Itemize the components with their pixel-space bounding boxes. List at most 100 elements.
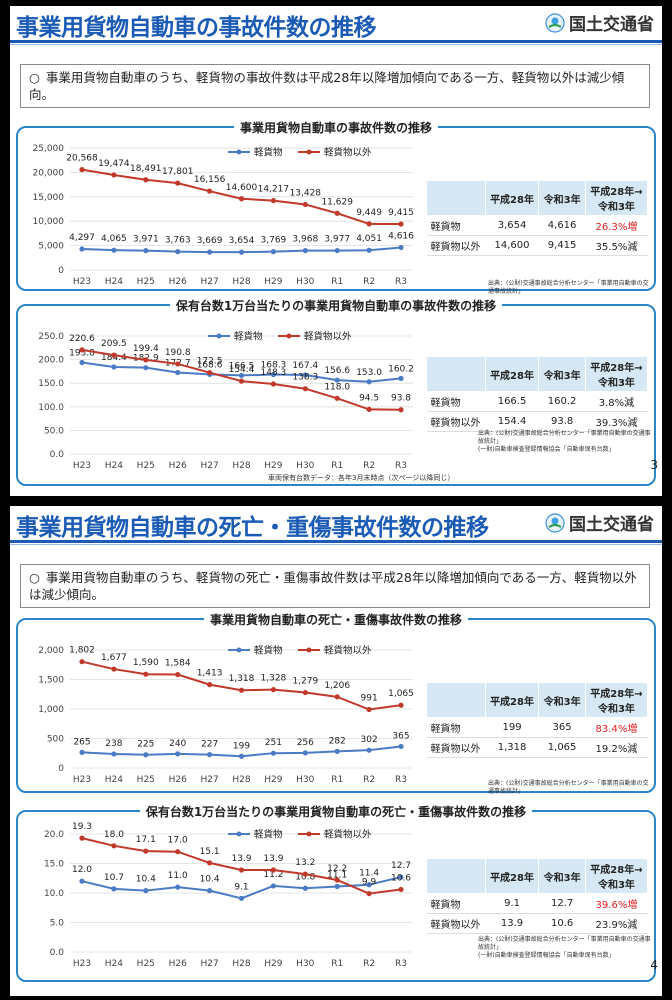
y-tick-label: 0 (58, 266, 64, 276)
data-label: 18,491 (130, 164, 162, 174)
data-point (111, 364, 117, 370)
x-tick-label: R3 (395, 277, 407, 287)
y-tick-label: 15,000 (33, 193, 65, 203)
data-label: 160.2 (388, 364, 414, 374)
data-label: 17.1 (136, 835, 156, 845)
data-label: 11.0 (168, 871, 188, 881)
data-point (111, 843, 117, 849)
x-tick-label: R2 (363, 277, 375, 287)
summary-table: 平成28年 令和3年 平成28年→ 令和3年 軽貨物 9.1 12.7 39.6%増 軽貨… (426, 858, 649, 934)
x-tick-label: H25 (137, 461, 155, 471)
data-label: 1,318 (229, 674, 255, 684)
data-label: 3,763 (165, 236, 191, 246)
x-tick-label: R1 (331, 775, 343, 785)
x-tick-label: H24 (105, 959, 123, 969)
data-label: 19,474 (98, 159, 130, 169)
data-point (143, 357, 149, 363)
x-tick-label: R2 (363, 775, 375, 785)
data-label: 15.1 (200, 847, 220, 857)
data-label: 12.7 (391, 861, 411, 871)
data-point (79, 246, 85, 252)
data-point (302, 750, 308, 756)
x-tick-label: H29 (264, 277, 282, 287)
data-label: 13.9 (263, 854, 283, 864)
data-label: 17.0 (168, 836, 188, 846)
chart-panel-serious-accidents: 事業用貨物自動車の死亡・重傷事故件数の推移 0 500 1,000 1,500 2,00… (16, 613, 656, 795)
data-label: 4,616 (388, 231, 414, 241)
data-point (175, 671, 181, 678)
data-point (366, 882, 372, 888)
data-point (270, 867, 276, 873)
data-point (270, 371, 276, 378)
y-tick-label: 15.0 (44, 860, 64, 870)
data-label: 1,328 (261, 674, 287, 684)
data-point (207, 860, 213, 866)
y-tick-label: 500 (47, 735, 64, 745)
data-label: 238 (105, 739, 122, 749)
data-label: 251 (265, 738, 282, 748)
table-row: 軽貨物以外 1,318 1,065 19.2%減 (426, 737, 648, 758)
data-label: 14,600 (226, 183, 258, 193)
data-point (207, 369, 213, 376)
data-label: 11.2 (263, 870, 283, 880)
x-tick-label: H27 (200, 277, 218, 287)
data-point (79, 749, 85, 755)
data-point (143, 752, 149, 758)
source-note: 出典：(公財)交通事故総合分析センター「事業用自動車の交通事故統計」 (一財)自… (478, 936, 651, 959)
data-point (302, 201, 308, 208)
data-label: 10.4 (200, 875, 220, 885)
legend-marker (306, 149, 312, 155)
panel-title: 事業用貨物自動車の死亡・重傷事故件数の推移 (203, 613, 468, 627)
data-label: 94.5 (359, 393, 379, 403)
data-label: 4,051 (356, 234, 382, 244)
data-point (238, 378, 245, 384)
x-tick-label: H26 (169, 461, 187, 471)
data-label: 9,449 (356, 208, 382, 218)
y-tick-label: 0 (58, 764, 64, 774)
x-tick-label: H28 (232, 461, 250, 471)
mlit-logo-text: 国土交通省 (569, 15, 654, 35)
data-point (334, 694, 340, 700)
data-point (334, 377, 340, 383)
x-tick-label: R3 (395, 775, 407, 785)
data-point (238, 867, 245, 873)
data-point (302, 248, 308, 254)
data-label: 14,217 (258, 185, 290, 195)
data-label: 1,677 (101, 653, 127, 663)
y-tick-label: 20,000 (33, 168, 65, 178)
chart-panel-accident-rate: 保有台数1万台当たりの事業用貨物自動車の事故件数の推移 0.0 50.0 100.0… (16, 299, 656, 486)
legend-marker (236, 149, 242, 155)
table-row: 軽貨物 199 365 83.4%増 (426, 717, 648, 738)
y-tick-label: 0.0 (50, 450, 65, 460)
data-point (334, 395, 340, 401)
y-tick-label: 25,000 (33, 144, 65, 154)
slide-title: 事業用貨物自動車の死亡・重傷事故件数の推移 (16, 515, 489, 541)
line-chart-accidents: 0 5,000 10,000 15,000 20,000 25,000 H23 H24 H25 H… (33, 144, 415, 287)
y-tick-label: 10,000 (33, 217, 65, 227)
data-point (334, 883, 340, 890)
summary-text: 事業用貨物自動車のうち、軽貨物の死亡・重傷事故件数は平成28年以降増加傾向である… (29, 570, 637, 602)
legend-label: 軽貨物以外 (304, 331, 352, 343)
y-tick-label: 20.0 (44, 830, 64, 840)
page-number: 4 (650, 958, 658, 972)
data-label: 93.8 (391, 394, 411, 404)
x-tick-label: H24 (105, 461, 123, 471)
x-tick-label: H30 (296, 277, 314, 287)
summary-box: ○ 事業用貨物自動車のうち、軽貨物の死亡・重傷事故件数は平成28年以降増加傾向であ… (20, 564, 650, 608)
chart-panel-serious-rate: 保有台数1万台当たりの事業用貨物自動車の死亡・重傷事故件数の推移 0.0 5.0 1… (16, 805, 656, 982)
table-row: 軽貨物以外 14,600 9,415 35.5%減 (426, 235, 648, 256)
x-tick-label: R2 (363, 959, 375, 969)
data-label: 11,629 (321, 197, 353, 207)
legend-label: 軽貨物 (254, 645, 283, 657)
y-tick-label: 5,000 (38, 242, 64, 252)
data-label: 20,568 (66, 154, 98, 164)
data-point (302, 372, 308, 378)
data-label: 3,977 (324, 235, 350, 245)
summary-bullet: ○ (29, 570, 40, 585)
data-point (398, 221, 404, 227)
x-tick-label: H24 (105, 277, 123, 287)
table-row: 軽貨物 166.5 160.2 3.8%減 (426, 391, 648, 412)
data-point (238, 196, 245, 202)
data-point (366, 747, 372, 753)
y-tick-label: 2,000 (38, 646, 64, 656)
